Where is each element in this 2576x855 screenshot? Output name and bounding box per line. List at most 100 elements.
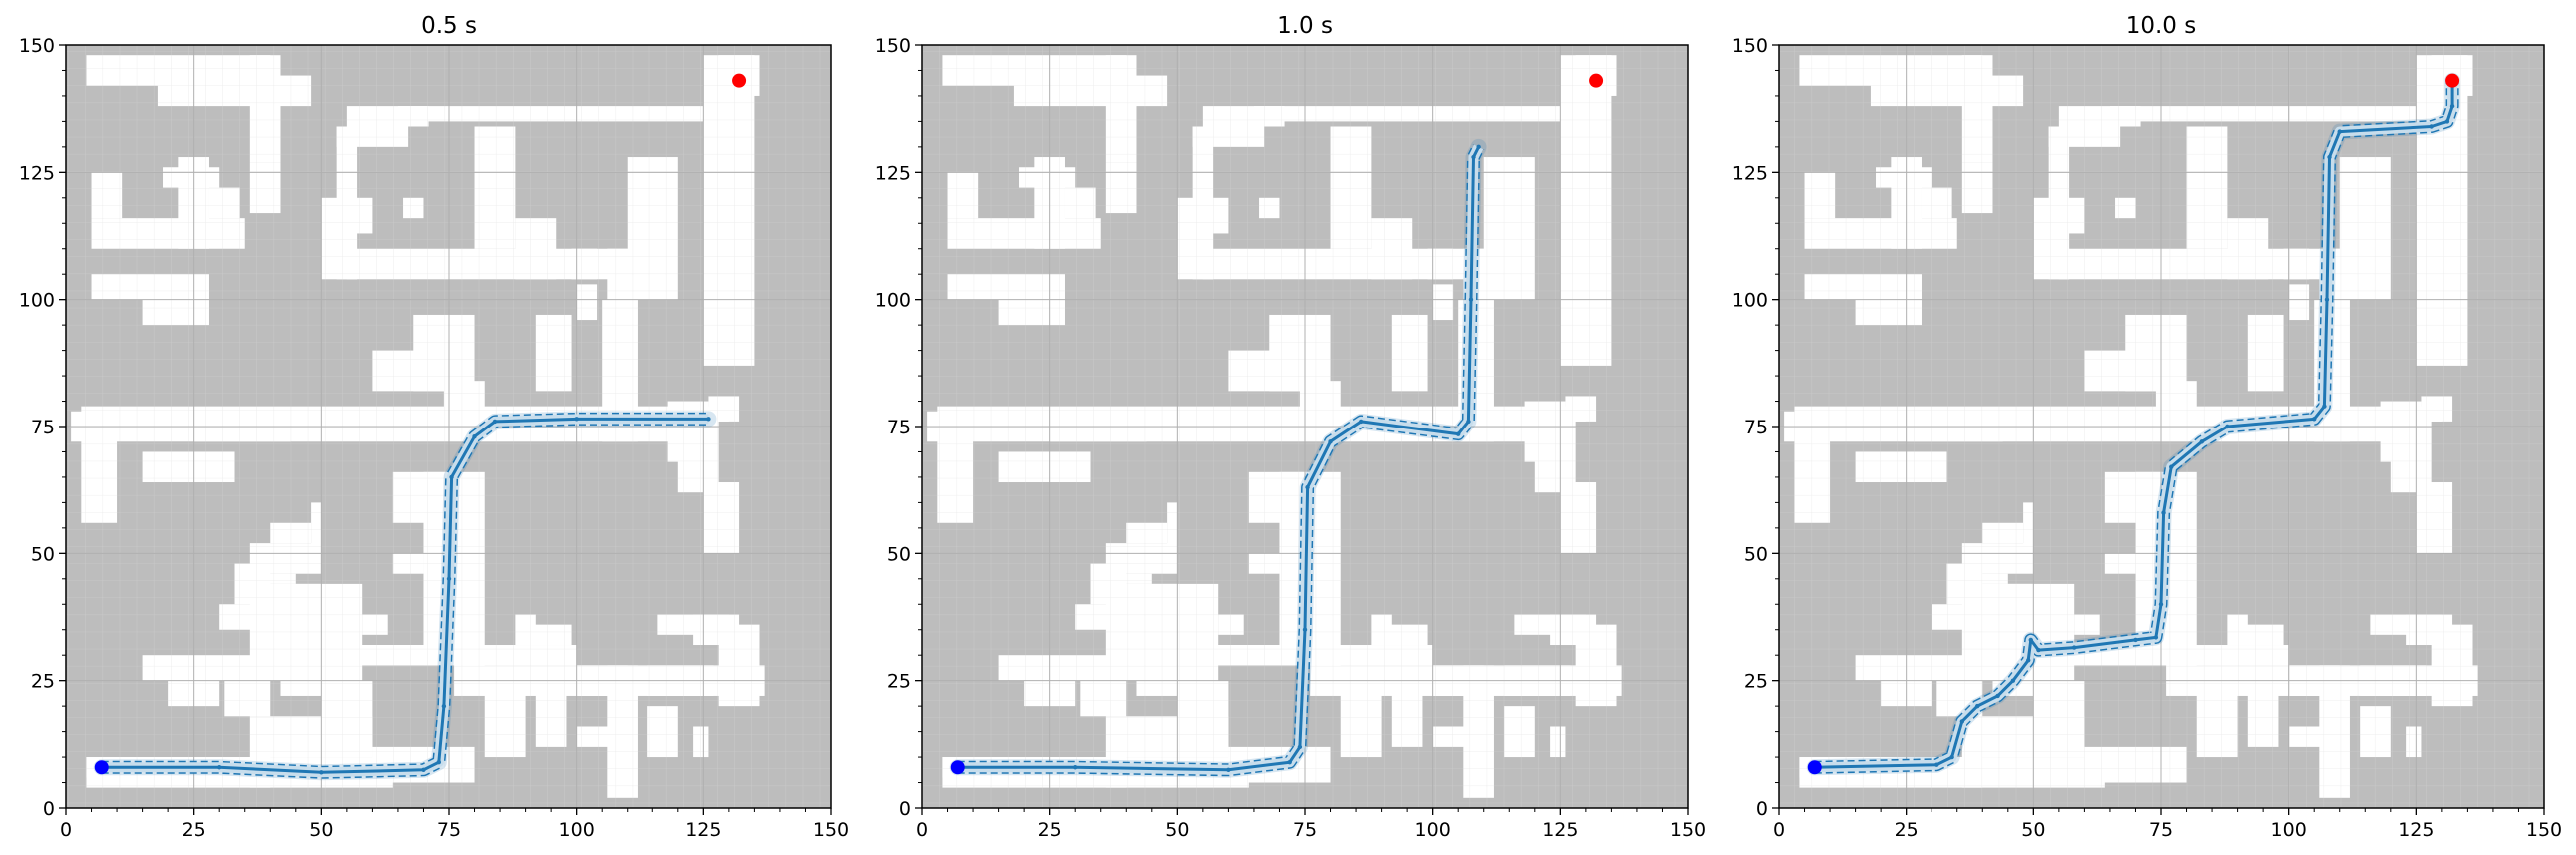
path-point — [472, 433, 477, 439]
path-point — [574, 417, 579, 422]
path-point — [2312, 417, 2317, 422]
y-tick-label: 0 — [1756, 798, 1768, 820]
path-point — [2444, 119, 2450, 124]
y-tick-label: 100 — [19, 290, 55, 312]
chart-panel-2: 0 25 50 75 100 125 150 0 25 50 75 100 125 150 1.0 s — [875, 13, 1706, 841]
x-tick-label: 150 — [813, 819, 849, 841]
path-point — [2026, 658, 2031, 663]
path-point — [1302, 627, 1308, 632]
y-tick-label: 0 — [899, 798, 911, 820]
path-point — [1476, 144, 1481, 150]
x-tick-label: 75 — [437, 819, 461, 841]
path-point — [2071, 645, 2077, 650]
x-tick-label: 75 — [1293, 819, 1317, 841]
goal-marker — [732, 73, 747, 88]
y-tick-label: 75 — [1744, 417, 1768, 438]
path-point — [2322, 404, 2327, 409]
y-tick-label: 100 — [1732, 290, 1768, 312]
path-point — [492, 419, 498, 425]
y-tick-label: 75 — [887, 417, 911, 438]
x-tick-label: 0 — [1773, 819, 1785, 841]
x-tick-label: 100 — [1415, 819, 1451, 841]
x-tick-label: 150 — [2526, 819, 2562, 841]
y-tick-label: 25 — [887, 671, 911, 693]
start-marker — [950, 760, 965, 775]
x-tick-label: 125 — [1542, 819, 1578, 841]
path-point — [319, 770, 324, 775]
path-point — [1305, 484, 1310, 490]
planned-path — [949, 138, 1487, 778]
chart-panel-3: 0 25 50 75 100 125 150 0 25 50 75 100 125 150 10.0 s — [1732, 13, 2562, 841]
path-point — [2158, 602, 2164, 607]
goal-marker — [1589, 73, 1604, 88]
x-tick-label: 125 — [2398, 819, 2434, 841]
path-point — [421, 767, 426, 772]
y-tick-label: 0 — [43, 798, 55, 820]
path-point — [2324, 297, 2330, 302]
path-point — [1959, 719, 1965, 724]
x-tick-label: 25 — [1038, 819, 1062, 841]
y-tick-label: 125 — [19, 162, 55, 184]
path-point — [2327, 154, 2332, 160]
planned-path — [93, 411, 717, 781]
path-point — [441, 703, 447, 709]
path-point — [217, 765, 222, 770]
path-point — [706, 417, 711, 422]
ticks: 0 25 50 75 100 125 150 0 25 50 75 100 125 150 — [1732, 35, 2562, 841]
x-tick-label: 100 — [2271, 819, 2307, 841]
path-line — [957, 146, 1480, 772]
x-tick-label: 50 — [1165, 819, 1189, 841]
path-point — [2429, 124, 2434, 129]
path-line — [101, 417, 709, 774]
path-point — [2133, 637, 2138, 643]
y-tick-label: 50 — [887, 543, 911, 565]
panel-title: 0.5 s — [421, 13, 477, 39]
path-point — [1466, 419, 1471, 425]
path-point — [436, 759, 441, 765]
path-point — [1974, 703, 1980, 709]
path-point — [2028, 637, 2033, 643]
path-point — [1456, 431, 1461, 436]
x-tick-label: 100 — [559, 819, 595, 841]
y-tick-label: 150 — [1732, 35, 1768, 57]
y-tick-label: 150 — [875, 35, 911, 57]
panel-title: 1.0 s — [1277, 13, 1333, 39]
goal-marker — [2445, 73, 2460, 88]
x-tick-label: 75 — [2149, 819, 2173, 841]
path-point — [2169, 464, 2174, 469]
path-point — [1358, 419, 1364, 425]
y-tick-label: 125 — [875, 162, 911, 184]
y-tick-label: 25 — [1744, 671, 1768, 693]
path-point — [2337, 129, 2342, 134]
path-point — [1934, 762, 1939, 767]
start-marker — [1807, 760, 1822, 775]
path-point — [1073, 765, 1078, 770]
path-point — [2010, 678, 2016, 683]
panel-title: 10.0 s — [2126, 13, 2197, 39]
path-point — [1287, 759, 1292, 765]
y-tick-label: 25 — [31, 671, 55, 693]
x-tick-label: 50 — [2021, 819, 2045, 841]
x-tick-label: 0 — [60, 819, 72, 841]
y-tick-label: 50 — [31, 543, 55, 565]
x-tick-label: 25 — [1895, 819, 1919, 841]
y-tick-label: 50 — [1744, 543, 1768, 565]
path-point — [2225, 424, 2230, 429]
ticks: 0 25 50 75 100 125 150 0 25 50 75 100 125 150 — [19, 35, 849, 841]
path-point — [1995, 693, 2000, 699]
path-point — [2161, 510, 2166, 515]
path-point — [1226, 767, 1231, 772]
y-tick-label: 100 — [875, 290, 911, 312]
x-tick-label: 125 — [685, 819, 721, 841]
path-point — [2036, 647, 2041, 653]
path-point — [1297, 744, 1303, 750]
y-tick-label: 150 — [19, 35, 55, 57]
path-point — [1468, 297, 1474, 302]
path-point — [1471, 154, 1476, 160]
y-tick-label: 75 — [31, 417, 55, 438]
x-tick-label: 0 — [916, 819, 928, 841]
chart-panel-1: 0 25 50 75 100 125 150 0 25 50 75 100 125 150 0.5 s — [19, 13, 849, 841]
x-tick-label: 25 — [182, 819, 206, 841]
ticks: 0 25 50 75 100 125 150 0 25 50 75 100 125 150 — [875, 35, 1706, 841]
path-point — [449, 474, 454, 480]
